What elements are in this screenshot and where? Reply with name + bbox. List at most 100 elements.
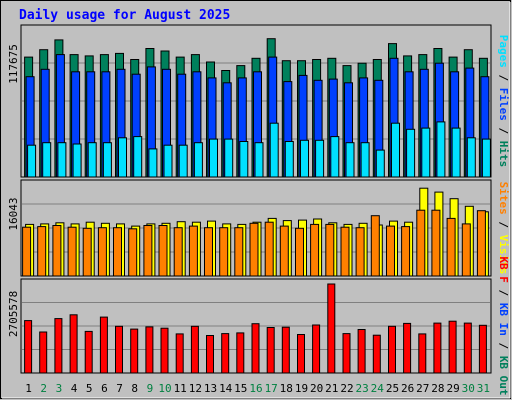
bar-sites <box>431 209 441 277</box>
legend-item-visits: Visits <box>497 235 510 275</box>
bar-kb-f <box>69 314 78 374</box>
bar-pages <box>42 142 52 178</box>
bar-sites <box>188 225 198 277</box>
x-tick-label: 24 <box>371 382 385 395</box>
bar-pages <box>133 136 143 178</box>
bar-kb-f <box>478 324 487 374</box>
legend-separator: / <box>497 68 510 88</box>
x-tick-label: 10 <box>158 382 171 395</box>
bar-pages <box>148 148 158 178</box>
bar-kb-f <box>327 283 336 374</box>
x-tick-label: 8 <box>131 382 138 395</box>
x-tick-label: 23 <box>355 382 368 395</box>
bar-pages <box>406 128 416 178</box>
bar-pages <box>254 142 264 178</box>
legend-item-kb-out: KB Out <box>497 356 510 396</box>
bar-pages <box>209 138 218 178</box>
x-tick-label: 19 <box>295 382 308 395</box>
bar-sites <box>37 226 47 277</box>
legend-item-kb-in: KB In <box>497 303 510 336</box>
y-axis-max-label: 117675 <box>7 44 20 84</box>
x-tick-label: 4 <box>71 382 78 395</box>
bar-kb-f <box>312 324 321 374</box>
bar-sites <box>264 221 274 277</box>
bar-pages <box>27 144 37 178</box>
x-tick-label: 7 <box>116 382 123 395</box>
x-tick-label: 28 <box>431 382 444 395</box>
bar-sites <box>370 215 380 277</box>
x-tick-label: 12 <box>189 382 202 395</box>
bar-pages <box>284 141 294 178</box>
bar-kb-f <box>297 334 305 374</box>
bar-pages <box>269 122 279 178</box>
bar-sites <box>355 227 365 277</box>
x-tick-label: 31 <box>477 382 490 395</box>
bar-kb-f <box>115 325 123 374</box>
bar-kb-f <box>145 326 154 374</box>
bar-sites <box>219 227 229 277</box>
bar-kb-f <box>236 332 245 374</box>
bar-sites <box>386 225 395 277</box>
bar-pages <box>436 121 446 178</box>
bar-sites <box>310 223 320 277</box>
bar-pages <box>163 144 173 178</box>
legend-separator: / <box>497 215 510 235</box>
bar-pages <box>391 122 400 178</box>
bar-kb-f <box>372 334 381 374</box>
bar-pages <box>360 142 370 178</box>
bar-kb-f <box>84 330 93 374</box>
bar-sites <box>416 209 426 277</box>
legend-separator: / <box>497 121 510 141</box>
bar-kb-f <box>190 325 199 374</box>
bar-pages <box>300 139 309 178</box>
bar-pages <box>57 142 67 178</box>
x-tick-label: 2 <box>40 382 47 395</box>
bar-kb-f <box>433 322 442 374</box>
bar-sites <box>325 223 335 277</box>
legend-item-kb-f: KB F <box>497 256 510 283</box>
x-tick-label: 3 <box>56 382 63 395</box>
bar-kb-f <box>175 333 184 374</box>
bar-pages <box>72 143 82 178</box>
bar-kb-f <box>403 322 412 374</box>
x-tick-label: 6 <box>101 382 108 395</box>
bar-pages <box>466 137 476 178</box>
legend-separator: / <box>497 283 510 303</box>
x-tick-label: 15 <box>234 382 247 395</box>
bar-sites <box>128 228 138 277</box>
y-axis-max-label: 16043 <box>7 197 20 230</box>
bar-pages <box>451 127 461 178</box>
bar-kb-f <box>54 318 63 374</box>
legend-item-sites: Sites <box>497 182 510 215</box>
legend-item-pages: Pages <box>497 35 510 68</box>
x-tick-label: 14 <box>219 382 233 395</box>
bar-pages <box>330 136 340 178</box>
bar-sites <box>204 227 213 277</box>
bar-pages <box>315 139 325 178</box>
x-tick-label: 26 <box>401 382 414 395</box>
x-tick-label: 11 <box>174 382 187 395</box>
legend: Sites / Visits <box>497 182 510 275</box>
x-tick-label: 22 <box>340 382 353 395</box>
bar-kb-f <box>24 320 33 374</box>
x-tick-label: 30 <box>462 382 475 395</box>
x-tick-label: 5 <box>86 382 93 395</box>
x-tick-label: 20 <box>310 382 323 395</box>
bar-kb-f <box>221 333 230 374</box>
x-tick-label: 17 <box>265 382 278 395</box>
x-tick-label: 1 <box>25 382 32 395</box>
bar-kb-f <box>281 326 290 374</box>
legend: Pages / Files / Hits <box>497 35 510 168</box>
legend-item-files: Files <box>497 88 510 121</box>
bar-pages <box>102 142 112 178</box>
bar-sites <box>143 225 153 277</box>
bar-kb-f <box>448 320 457 374</box>
bar-sites <box>234 227 244 277</box>
x-tick-label: 13 <box>204 382 217 395</box>
bar-pages <box>481 138 491 178</box>
x-tick-label: 29 <box>446 382 459 395</box>
bar-sites <box>82 227 92 277</box>
bar-pages <box>239 141 249 178</box>
x-tick-label: 27 <box>416 382 429 395</box>
